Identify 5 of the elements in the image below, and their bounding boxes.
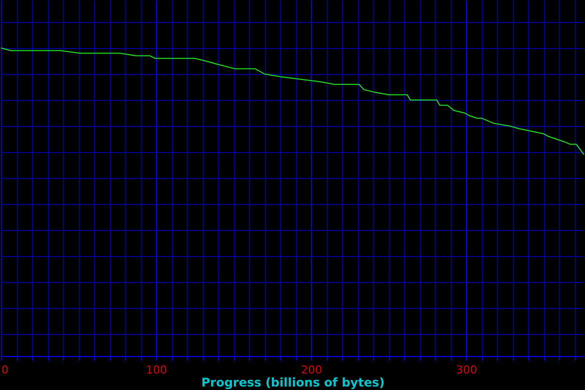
x-tick-label: 0 <box>2 364 8 376</box>
x-tick-label: 100 <box>146 364 168 376</box>
x-axis-title: Progress (billions of bytes) <box>201 376 385 390</box>
x-tick-label: 200 <box>301 364 322 376</box>
x-tick-label: 300 <box>456 364 478 376</box>
